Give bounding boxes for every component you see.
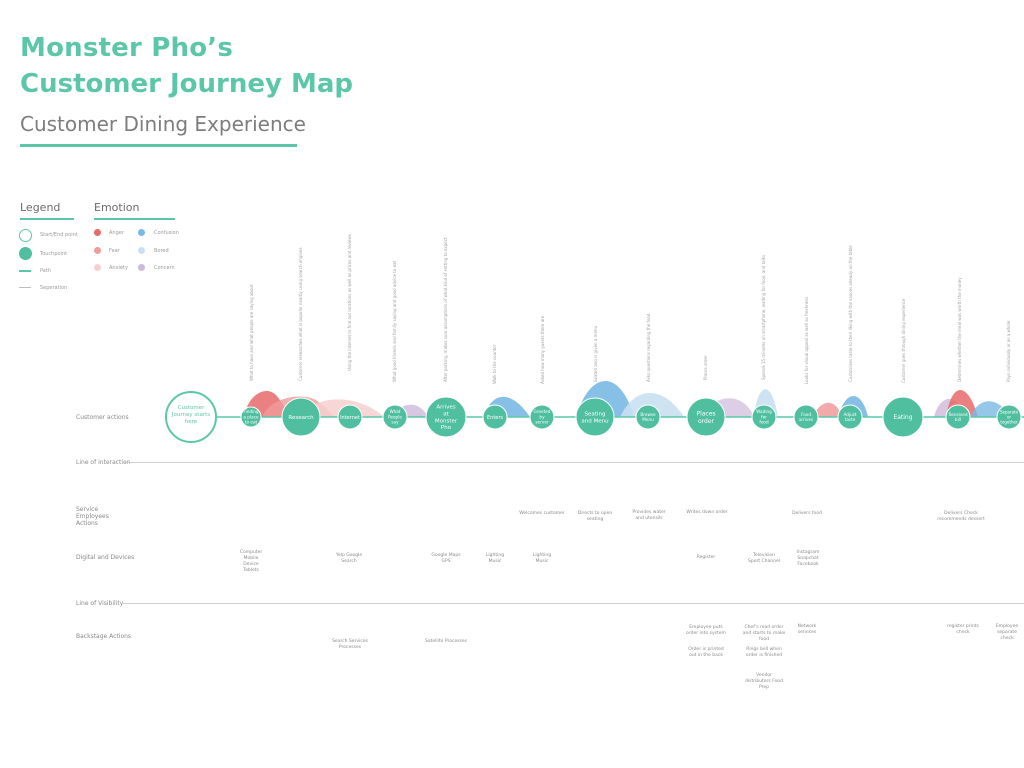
page-title-line-1: Monster Pho’s bbox=[20, 33, 234, 63]
touchpoint-marker bbox=[19, 247, 32, 260]
bored-swatch bbox=[138, 247, 145, 254]
backstage-separate-check: Employee separate check bbox=[995, 624, 1019, 641]
start-end-point-marker bbox=[19, 229, 32, 242]
touchpoint-label: Arrives at Monster Pho bbox=[435, 405, 458, 432]
touchpoint-node bbox=[635, 404, 661, 430]
digital-maps: Google Maps GPS bbox=[431, 553, 461, 564]
start-node-label: Customer Journey starts here bbox=[171, 405, 210, 425]
row-label-service-employees: Service Employees Actions bbox=[76, 506, 109, 527]
separation-marker bbox=[19, 287, 31, 288]
row-label-line-of-interaction: Line of interaction bbox=[76, 459, 131, 466]
page-title-line-2: Customer Journey Map bbox=[20, 69, 353, 99]
digital-register: Register bbox=[696, 555, 716, 560]
path-marker bbox=[19, 270, 31, 272]
row-label-digital-devices: Digital and Devices bbox=[76, 554, 135, 561]
legend-item-separation: Seperation bbox=[40, 285, 68, 291]
anger-swatch bbox=[94, 229, 101, 236]
emotion-bored: Bored bbox=[154, 248, 169, 254]
confusion-swatch bbox=[138, 229, 145, 236]
touchpoint-label: Greeted by server bbox=[534, 409, 551, 425]
touchpoint-label: Internet bbox=[340, 415, 360, 421]
digital-lighting-2: Lighting Music bbox=[532, 553, 552, 564]
legend-heading: Legend bbox=[20, 201, 61, 214]
backstage-chef: Chef’s read order and starts to make foo… bbox=[742, 625, 786, 642]
touchpoint-label: Enters bbox=[487, 415, 503, 421]
row-label-customer-actions: Customer actions bbox=[76, 414, 129, 421]
touchpoint-label: Seating and Menu bbox=[581, 411, 608, 424]
emotion-underline bbox=[94, 218, 175, 220]
touchpoint-node bbox=[751, 404, 777, 430]
line-of-interaction bbox=[124, 462, 1024, 463]
service-writes: Writes down order bbox=[686, 510, 728, 515]
touchpoint-label: Eating bbox=[893, 414, 912, 421]
touchpoint-label: Separate or together bbox=[1000, 409, 1019, 424]
touchpoint-label: Adjust taste bbox=[843, 412, 856, 422]
backstage-network: Network services bbox=[797, 624, 817, 635]
touchpoint-label: Research bbox=[288, 415, 314, 421]
digital-yelp: Yelp Google Search bbox=[335, 553, 363, 564]
backstage-puts-order: Employee puts order into system bbox=[686, 625, 726, 636]
digital-computer: Computer Mobile Device Tablets bbox=[239, 550, 263, 573]
touchpoint-node bbox=[793, 404, 819, 430]
touchpoint-label: Finding a place to eat bbox=[243, 409, 259, 425]
line-of-visibility bbox=[120, 603, 1024, 604]
backstage-vendor: Vendor distributors Food Prep bbox=[745, 673, 783, 690]
emotion-anxiety: Anxiety bbox=[109, 265, 128, 271]
touchpoint-node bbox=[575, 397, 615, 437]
touchpoint-node bbox=[281, 397, 321, 437]
row-label-backstage: Backstage Actions bbox=[76, 633, 132, 640]
emotion-fear-food bbox=[812, 402, 842, 417]
touchpoint-node bbox=[529, 404, 555, 430]
touchpoint-node bbox=[837, 404, 863, 430]
touchpoint-node bbox=[337, 404, 363, 430]
touchpoint-node bbox=[482, 404, 508, 430]
digital-lighting-1: Lighting Music bbox=[485, 553, 505, 564]
service-delivers-check: Delivers Check recommends dessert bbox=[937, 511, 985, 522]
service-delivers-food: Delivers food bbox=[792, 511, 822, 516]
legend-underline bbox=[20, 218, 74, 220]
backstage-satellite: Satellite Processes bbox=[424, 639, 468, 644]
digital-social: Instagram Snapchat Facebook bbox=[796, 550, 820, 567]
emotion-bored-browse bbox=[620, 392, 684, 417]
backstage-register-prints: register prints check bbox=[947, 624, 979, 635]
emotion-anger: Anger bbox=[109, 230, 124, 236]
fear-swatch bbox=[94, 247, 101, 254]
touchpoint-label: Browse Menu bbox=[640, 412, 656, 422]
emotion-fear: Fear bbox=[109, 248, 120, 254]
touchpoint-label: Places order bbox=[696, 410, 715, 425]
emotion-confusion: Confusion bbox=[154, 230, 179, 236]
digital-tv: Television Sport Channel bbox=[748, 553, 780, 564]
legend-item-start-end: Start/End point bbox=[40, 232, 78, 238]
touchpoint-node bbox=[425, 396, 467, 438]
touchpoint-node bbox=[686, 397, 726, 437]
backstage-printed: Order is printed out in the back bbox=[688, 647, 724, 658]
title-underline bbox=[20, 144, 297, 147]
touchpoint-nodes: Finding a place to eat Research Internet What… bbox=[240, 396, 1022, 438]
service-directs: Directs to open seating bbox=[577, 511, 613, 522]
touchpoint-label: What People say bbox=[388, 409, 402, 425]
touchpoint-label: Waiting for food bbox=[756, 409, 772, 425]
emotion-heading: Emotion bbox=[94, 201, 140, 214]
touchpoint-label: Food arrives bbox=[799, 412, 813, 422]
anxiety-swatch bbox=[94, 264, 101, 271]
touchpoint-node bbox=[240, 406, 262, 428]
emotion-concern: Concern bbox=[154, 265, 175, 271]
touchpoint-node bbox=[945, 404, 971, 430]
concern-swatch bbox=[138, 264, 145, 271]
service-welcomes: Welcomes customer bbox=[519, 511, 565, 516]
row-label-line-of-visibility: Line of Visibility bbox=[76, 600, 124, 607]
backstage-search: Search Services Processes bbox=[332, 639, 368, 650]
service-water: Provides water and utensils bbox=[632, 510, 666, 521]
touchpoint-node bbox=[382, 404, 408, 430]
touchpoint-node bbox=[996, 404, 1022, 430]
start-node bbox=[165, 391, 217, 443]
touchpoint-node bbox=[882, 396, 924, 438]
legend-item-path: Path bbox=[40, 268, 51, 274]
page-subtitle: Customer Dining Experience bbox=[20, 112, 306, 136]
backstage-bell: Rings bell when order is finished bbox=[745, 647, 783, 658]
touchpoint-label: Received bill bbox=[948, 412, 967, 422]
legend-item-touchpoint: Touchpoint bbox=[40, 251, 68, 257]
